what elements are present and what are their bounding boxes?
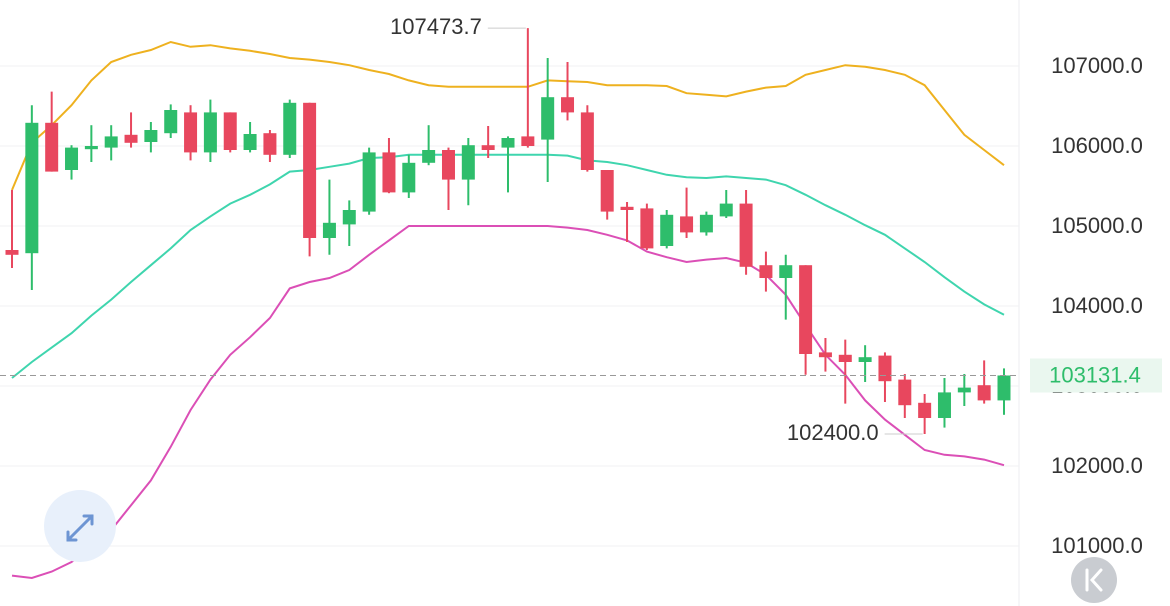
- last-price-label: 103131.4: [1049, 362, 1141, 387]
- candle-body: [402, 162, 416, 193]
- candle-body: [184, 112, 198, 153]
- last-price-box: [1030, 358, 1162, 393]
- candle-body: [759, 265, 773, 278]
- candle-body: [283, 102, 297, 155]
- candle-body: [739, 203, 753, 267]
- candle-body: [461, 145, 475, 180]
- candle-body: [838, 354, 852, 362]
- band-line: [11, 225, 1005, 580]
- candle-body: [104, 136, 118, 148]
- y-tick-label: 105000.0: [1051, 213, 1143, 238]
- candle-body: [203, 112, 217, 153]
- y-tick-label: 106000.0: [1051, 133, 1143, 158]
- low-label: 102400.0: [787, 420, 879, 445]
- candle-body: [580, 112, 594, 170]
- candle-body: [898, 379, 912, 406]
- candle-body: [699, 214, 713, 233]
- y-tick-label: 102000.0: [1051, 453, 1143, 478]
- candle-body: [243, 134, 257, 150]
- candle-body: [164, 110, 178, 134]
- candle-body: [957, 387, 971, 393]
- candle-body: [25, 122, 39, 254]
- candle-body: [660, 214, 674, 246]
- candle-body: [501, 138, 515, 148]
- y-tick-label: 104000.0: [1051, 293, 1143, 318]
- high-label: 107473.7: [390, 14, 482, 39]
- candle-body: [779, 265, 793, 278]
- candle-body: [263, 133, 277, 155]
- candle-body: [45, 122, 59, 172]
- candle-body: [382, 152, 396, 193]
- candle-body: [342, 210, 356, 225]
- plot: 101000.0102000.0103000.0104000.0105000.0…: [0, 14, 1162, 580]
- y-tick-label: 101000.0: [1051, 533, 1143, 558]
- candle-body: [561, 97, 575, 113]
- candle-body: [620, 206, 634, 210]
- candle-body: [441, 150, 455, 180]
- candle-body: [124, 134, 138, 143]
- candle-body: [600, 170, 614, 212]
- candle-body: [640, 208, 654, 249]
- candle-body: [719, 203, 733, 217]
- back-button[interactable]: [1071, 557, 1117, 603]
- candle-body: [937, 392, 951, 418]
- candle-body: [481, 145, 495, 150]
- candle-body: [918, 402, 932, 418]
- candle-body: [818, 352, 832, 358]
- candle-body: [680, 216, 694, 233]
- y-tick-label: 107000.0: [1051, 53, 1143, 78]
- candle-body: [799, 265, 813, 354]
- candle-body: [362, 152, 376, 212]
- candle-body: [878, 355, 892, 382]
- candle-body: [521, 136, 535, 146]
- candle-body: [223, 112, 237, 150]
- candle-body: [84, 146, 98, 150]
- candle-body: [977, 385, 991, 401]
- candle-body: [65, 147, 79, 170]
- band-line: [11, 40, 1005, 191]
- candle-body: [303, 102, 317, 238]
- candle-body: [541, 97, 555, 140]
- candle-body: [997, 375, 1011, 401]
- candle-body: [422, 150, 436, 163]
- candle-body: [144, 130, 158, 142]
- candle-body: [5, 250, 19, 255]
- candle-body: [322, 222, 336, 238]
- candle-body: [858, 357, 872, 362]
- expand-button[interactable]: [44, 490, 116, 562]
